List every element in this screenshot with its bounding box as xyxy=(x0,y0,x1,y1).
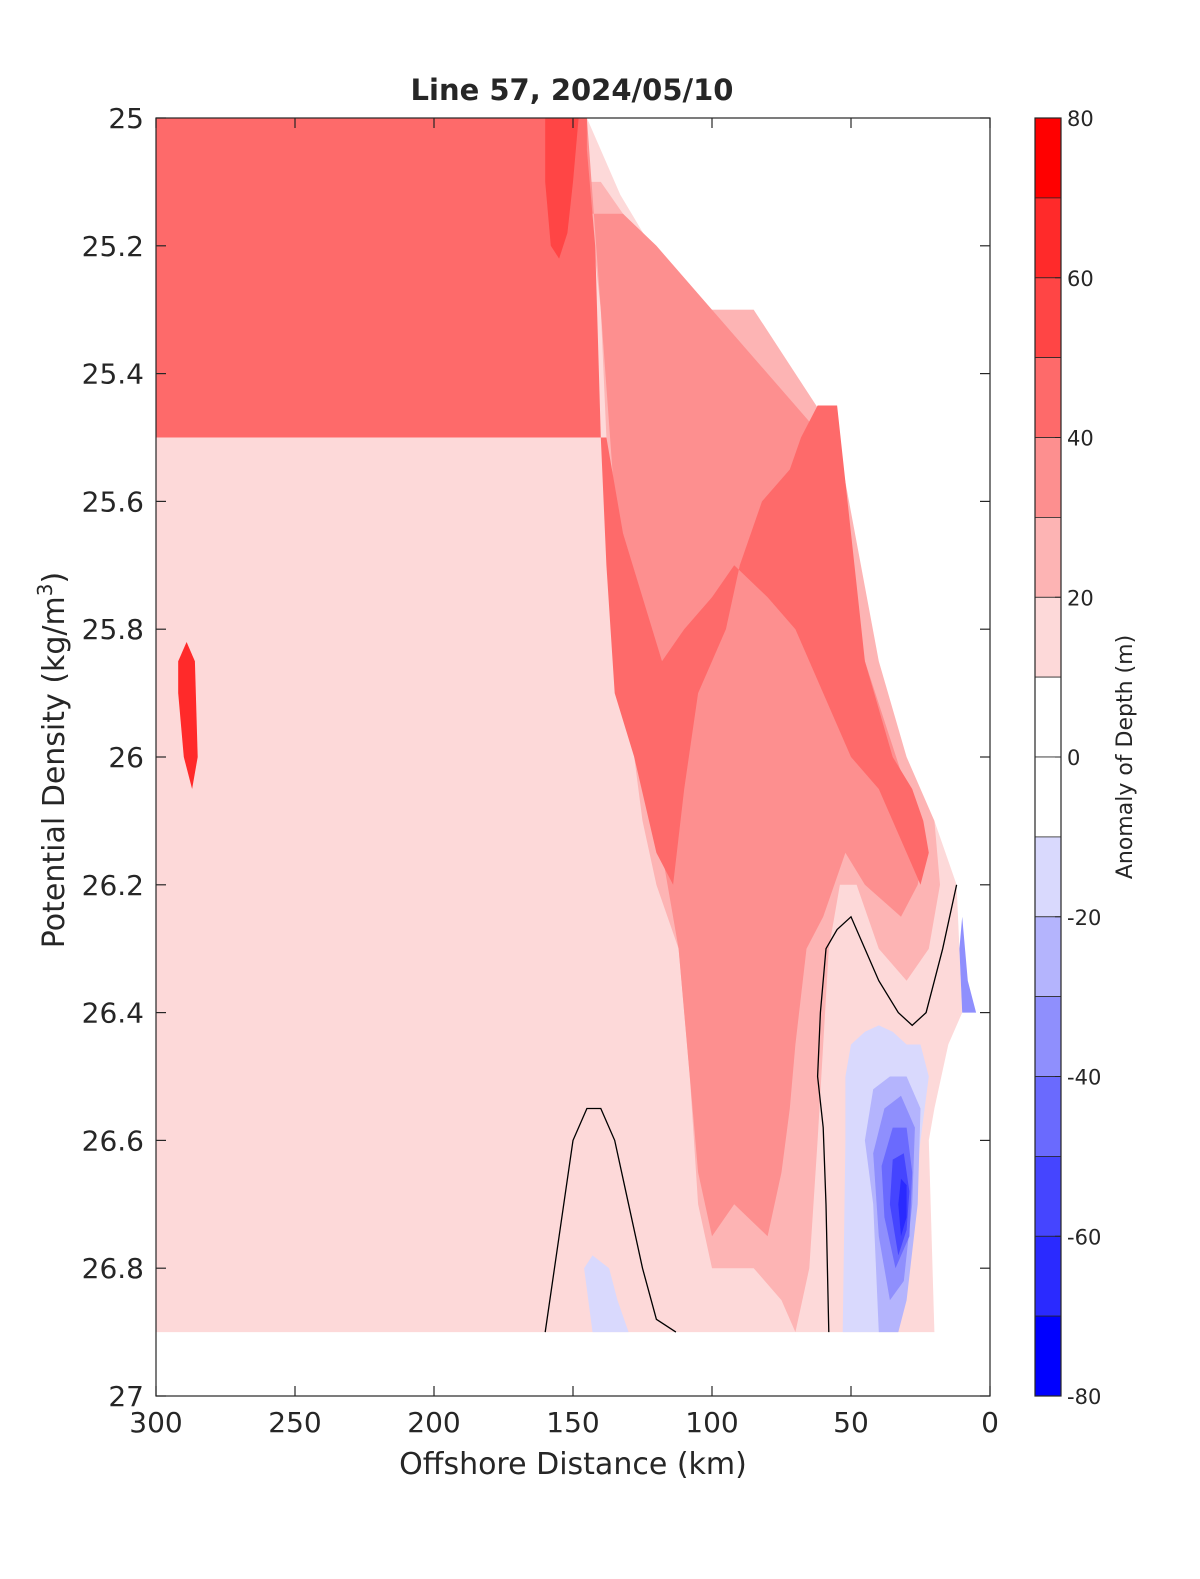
x-tick-label: 200 xyxy=(407,1406,460,1439)
y-axis: 25 25.2 25.4 25.6 25.8 26 26.2 26.4 26.6 26.8 27 xyxy=(82,102,990,1413)
contour-region-12 xyxy=(584,1255,629,1333)
colorbar: 80 60 40 20 0 -20 -40 -60 -80 xyxy=(1034,107,1101,1409)
plot-area: 300 250 200 150 100 50 0 2525.225.425.625.8262… xyxy=(82,102,999,1439)
contour-region-13 xyxy=(959,916,977,1013)
colorbar-level-6 xyxy=(1034,596,1062,678)
colorbar-tick-label: 20 xyxy=(1067,586,1094,610)
colorbar-tick-label: -80 xyxy=(1067,1385,1101,1409)
colorbar-level-13 xyxy=(1034,1156,1062,1237)
colorbar-tick-label: -40 xyxy=(1067,1066,1101,1090)
x-tick-label: 250 xyxy=(268,1406,321,1439)
colorbar-level-10 xyxy=(1034,916,1062,998)
colorbar-level-1 xyxy=(1034,197,1062,279)
x-tick-label: 300 xyxy=(129,1406,182,1439)
zero-contour-line-0 xyxy=(544,1107,677,1333)
x-tick-label: 0 xyxy=(981,1406,999,1439)
y-tick-label: 25.2 xyxy=(82,230,144,263)
x-tick-label: 50 xyxy=(833,1406,869,1439)
zero-contour-layer xyxy=(544,884,958,1333)
y-tick-label: 26.8 xyxy=(82,1252,144,1285)
y-tick-label: 26.4 xyxy=(82,997,144,1030)
colorbar-tick-label: 80 xyxy=(1067,107,1094,131)
chart-title: Line 57, 2024/05/10 xyxy=(411,73,734,107)
colorbar-level-15 xyxy=(1034,1315,1062,1397)
zero-contour-line-1 xyxy=(816,884,958,1333)
contour-region-2 xyxy=(156,118,924,1237)
colorbar-level-4 xyxy=(1034,437,1062,518)
colorbar-tick-label: 40 xyxy=(1067,427,1094,451)
y-tick-label: 27 xyxy=(108,1380,144,1413)
x-tick-label: 100 xyxy=(685,1406,738,1439)
colorbar-level-14 xyxy=(1034,1235,1062,1317)
colorbar-level-5 xyxy=(1034,517,1062,598)
colorbar-level-12 xyxy=(1034,1076,1062,1157)
colorbar-level-0 xyxy=(1034,117,1062,199)
y-axis-label-superscript: 3 xyxy=(33,583,57,596)
colorbar-level-8 xyxy=(1034,756,1062,838)
x-axis-label: Offshore Distance (km) xyxy=(399,1447,747,1482)
y-axis-label-close: ) xyxy=(37,572,72,584)
y-tick-label: 25.4 xyxy=(82,358,144,391)
contour-region-11 xyxy=(898,1178,907,1237)
y-tick-label: 26.2 xyxy=(82,869,144,902)
colorbar-tick-label: -60 xyxy=(1067,1225,1101,1249)
colorbar-level-3 xyxy=(1034,357,1062,438)
colorbar-level-9 xyxy=(1034,836,1062,918)
y-tick-label: 25.8 xyxy=(82,613,144,646)
colorbar-level-11 xyxy=(1034,996,1062,1077)
colorbar-level-7 xyxy=(1034,676,1062,758)
x-tick-label: 150 xyxy=(546,1406,599,1439)
y-axis-label: Potential Density (kg/m3) xyxy=(33,572,72,948)
y-tick-label: 25.6 xyxy=(82,485,144,518)
colorbar-label: Anomaly of Depth (m) xyxy=(1113,635,1138,879)
y-tick-label: 26.6 xyxy=(82,1124,144,1157)
contour-region-4 xyxy=(461,118,579,259)
y-axis-label-main: Potential Density (kg/m xyxy=(37,596,72,948)
contour-fill-layer xyxy=(156,118,977,1333)
y-tick-label: 25 xyxy=(108,102,144,135)
y-tick-label: 26 xyxy=(108,741,144,774)
contour-region-3 xyxy=(156,118,929,885)
colorbar-tick-label: 60 xyxy=(1067,267,1094,291)
colorbar-level-2 xyxy=(1034,277,1062,359)
contour-region-5 xyxy=(178,642,198,789)
colorbar-tick-label: 0 xyxy=(1067,746,1080,770)
x-axis: 300 250 200 150 100 50 0 xyxy=(129,118,999,1439)
colorbar-tick-label: -20 xyxy=(1067,906,1101,930)
